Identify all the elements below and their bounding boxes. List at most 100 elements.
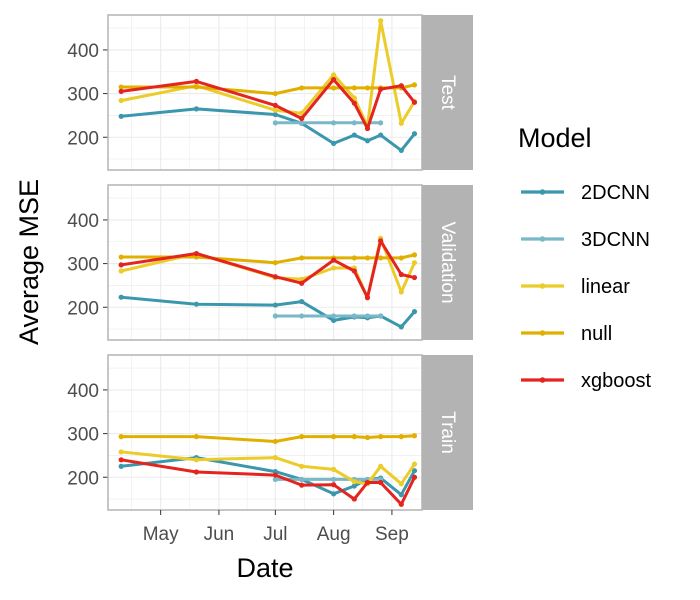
data-point-null	[364, 255, 371, 261]
data-point-null	[411, 433, 418, 439]
data-point-null	[411, 82, 418, 88]
data-point-3dcnn	[272, 120, 278, 126]
series-line-xgboost	[119, 78, 416, 130]
legend-entry-linear: linear	[521, 276, 630, 298]
legend-entry-3dcnn: 3DCNN	[521, 229, 650, 251]
data-point-linear	[398, 289, 404, 295]
y-tick-label: 400	[67, 211, 99, 232]
data-point-null	[272, 90, 278, 97]
data-point-null	[272, 438, 278, 445]
data-point-2dcnn	[398, 492, 404, 498]
legend-swatch-point	[539, 283, 546, 289]
x-axis-title: Date	[236, 553, 293, 583]
data-point-null	[193, 84, 199, 90]
series-line-linear	[119, 19, 416, 128]
data-point-2dcnn	[118, 463, 124, 469]
legend-swatch-point	[539, 330, 546, 336]
data-point-3dcnn	[299, 476, 305, 483]
data-point-2dcnn	[193, 301, 199, 307]
x-tick-label: Sep	[375, 524, 409, 545]
data-point-2dcnn	[331, 140, 337, 146]
data-point-2dcnn	[118, 294, 124, 300]
series-line-linear	[119, 450, 416, 486]
facet-strip	[422, 355, 473, 510]
data-point-3dcnn	[378, 313, 384, 319]
series-line-null	[119, 434, 416, 443]
data-point-null	[364, 434, 371, 441]
data-point-xgboost	[193, 469, 199, 475]
data-point-2dcnn	[351, 483, 357, 489]
data-point-linear	[272, 107, 278, 113]
data-point-null	[331, 434, 337, 440]
panel-train: 200 300 400 Train May Jun Jul Aug Sep	[67, 354, 473, 545]
data-point-xgboost	[364, 295, 371, 301]
data-point-3dcnn	[351, 120, 357, 126]
data-point-xgboost	[398, 271, 404, 278]
data-point-2dcnn	[364, 138, 371, 144]
data-point-null	[299, 85, 305, 91]
data-point-2dcnn	[378, 132, 384, 138]
facet-strip-label: Train	[437, 411, 458, 454]
data-point-null	[351, 85, 357, 91]
data-point-xgboost	[351, 268, 357, 274]
data-point-xgboost	[299, 482, 305, 488]
data-point-null	[351, 434, 357, 440]
data-point-null	[118, 434, 124, 440]
y-tick-label: 400	[67, 381, 99, 402]
data-point-xgboost	[378, 86, 384, 92]
data-point-linear	[411, 260, 418, 266]
data-point-linear	[299, 463, 305, 469]
data-point-xgboost	[398, 83, 404, 89]
data-point-xgboost	[272, 102, 278, 108]
data-point-3dcnn	[351, 313, 357, 319]
y-tick-label: 300	[67, 85, 99, 106]
data-point-3dcnn	[378, 120, 384, 126]
data-point-linear	[331, 466, 337, 472]
data-point-null	[378, 255, 384, 261]
data-point-linear	[398, 481, 404, 487]
y-tick-label: 200	[67, 128, 99, 149]
panel-validation: 200 300 400 Validation	[67, 184, 473, 341]
data-point-3dcnn	[331, 313, 337, 319]
legend-swatch-point	[539, 189, 546, 195]
facet-strip-label: Test	[437, 75, 458, 111]
data-point-linear	[272, 455, 278, 461]
data-point-xgboost	[331, 482, 337, 488]
data-point-null	[118, 254, 124, 260]
y-tick-label: 300	[67, 255, 99, 276]
data-point-linear	[331, 265, 337, 271]
data-point-2dcnn	[398, 324, 404, 330]
data-point-linear	[118, 268, 124, 274]
facet-strip	[422, 185, 473, 340]
data-point-xgboost	[299, 280, 305, 286]
legend-entry-2dcnn: 2DCNN	[521, 182, 650, 204]
data-point-xgboost	[118, 88, 124, 95]
data-point-null	[193, 434, 199, 440]
data-point-null	[118, 84, 124, 90]
data-point-linear	[378, 18, 384, 24]
data-point-xgboost	[351, 100, 357, 106]
legend-label: 3DCNN	[581, 229, 650, 251]
panel-border	[107, 354, 423, 511]
legend-entry-xgboost: xgboost	[521, 370, 651, 392]
data-point-3dcnn	[331, 120, 337, 126]
data-point-2dcnn	[331, 491, 337, 497]
data-point-2dcnn	[272, 302, 278, 308]
facet-strip-label: Validation	[437, 221, 458, 303]
data-point-null	[398, 434, 404, 440]
data-point-null	[299, 434, 305, 440]
data-point-xgboost	[118, 457, 124, 463]
data-point-xgboost	[411, 474, 418, 480]
data-point-2dcnn	[193, 106, 199, 112]
series-line-xgboost	[119, 458, 416, 506]
data-point-xgboost	[364, 125, 371, 132]
data-point-3dcnn	[299, 120, 305, 126]
data-point-linear	[411, 461, 418, 467]
series-line-2dcnn	[119, 295, 416, 329]
y-tick-label: 200	[67, 298, 99, 319]
x-tick-label: Jun	[204, 524, 235, 545]
data-point-linear	[351, 95, 357, 101]
data-point-xgboost	[351, 496, 357, 502]
legend: Model 2DCNN 3DCNN linear null xgboost	[518, 123, 651, 392]
